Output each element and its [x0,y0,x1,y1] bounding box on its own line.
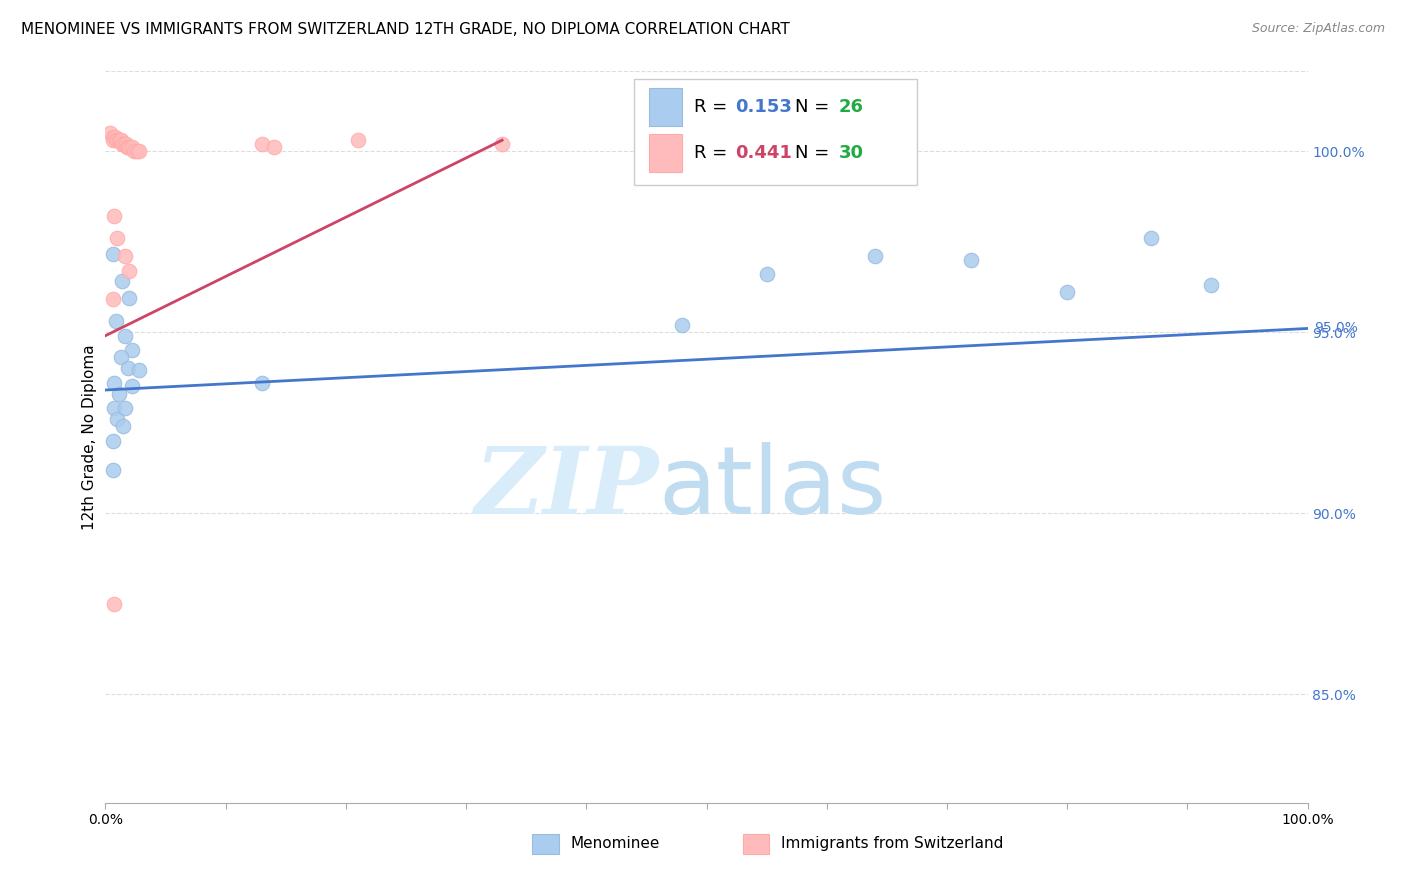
Point [101,293,124,307]
Point [111,136,134,151]
Text: N =: N = [796,144,835,161]
Text: ZIP: ZIP [474,443,658,533]
Point [101,434,124,448]
Text: 30: 30 [839,144,863,161]
Text: R =: R = [695,144,734,161]
FancyBboxPatch shape [648,134,682,171]
Point [117,140,139,154]
Point [98,126,121,140]
Point [117,361,139,376]
Point [114,401,136,416]
Text: 26: 26 [839,98,863,116]
Text: N =: N = [796,98,835,116]
FancyBboxPatch shape [648,88,682,127]
Point [110,133,132,147]
Point [107,231,129,245]
Text: Immigrants from Switzerland: Immigrants from Switzerland [782,837,1004,851]
Text: MENOMINEE VS IMMIGRANTS FROM SWITZERLAND 12TH GRADE, NO DIPLOMA CORRELATION CHAR: MENOMINEE VS IMMIGRANTS FROM SWITZERLAND… [21,22,790,37]
Point [671,318,693,332]
Text: 95.0%: 95.0% [1315,321,1358,335]
Y-axis label: 12th Grade, No Diploma: 12th Grade, No Diploma [82,344,97,530]
Point [863,249,886,263]
Point [118,140,141,154]
FancyBboxPatch shape [742,833,769,854]
Text: 0.153: 0.153 [735,98,792,116]
Point [1056,285,1078,300]
Point [121,343,143,358]
Point [108,133,131,147]
Point [1201,278,1223,293]
Point [115,140,138,154]
FancyBboxPatch shape [634,78,917,185]
Point [105,314,128,328]
Point [110,351,132,365]
Point [118,291,141,305]
Point [121,140,143,154]
Point [114,249,136,263]
Point [1140,231,1163,245]
Point [125,144,148,158]
Point [250,136,273,151]
Point [124,144,146,158]
Text: atlas: atlas [658,442,887,534]
Point [105,133,128,147]
Point [112,136,135,151]
Point [107,133,129,147]
Point [101,463,124,477]
Text: R =: R = [695,98,734,116]
Point [755,267,778,281]
Point [103,401,125,416]
Point [960,252,983,267]
Text: 0.441: 0.441 [735,144,792,161]
Point [107,412,129,426]
Point [128,363,150,377]
Point [103,597,125,611]
Text: Menominee: Menominee [571,837,659,851]
Point [101,129,124,144]
Point [104,129,127,144]
Point [103,209,125,223]
Point [118,263,141,277]
Point [107,386,129,401]
Point [121,379,143,393]
Point [101,247,124,261]
Point [250,376,273,390]
Point [103,376,125,390]
Point [115,136,138,151]
Point [128,144,150,158]
Point [114,136,136,151]
Point [101,133,124,147]
FancyBboxPatch shape [533,833,558,854]
Point [112,419,135,434]
Point [107,133,129,147]
Point [263,140,285,154]
Point [347,133,370,147]
Point [114,328,136,343]
Point [491,136,513,151]
Point [111,274,134,288]
Text: Source: ZipAtlas.com: Source: ZipAtlas.com [1251,22,1385,36]
